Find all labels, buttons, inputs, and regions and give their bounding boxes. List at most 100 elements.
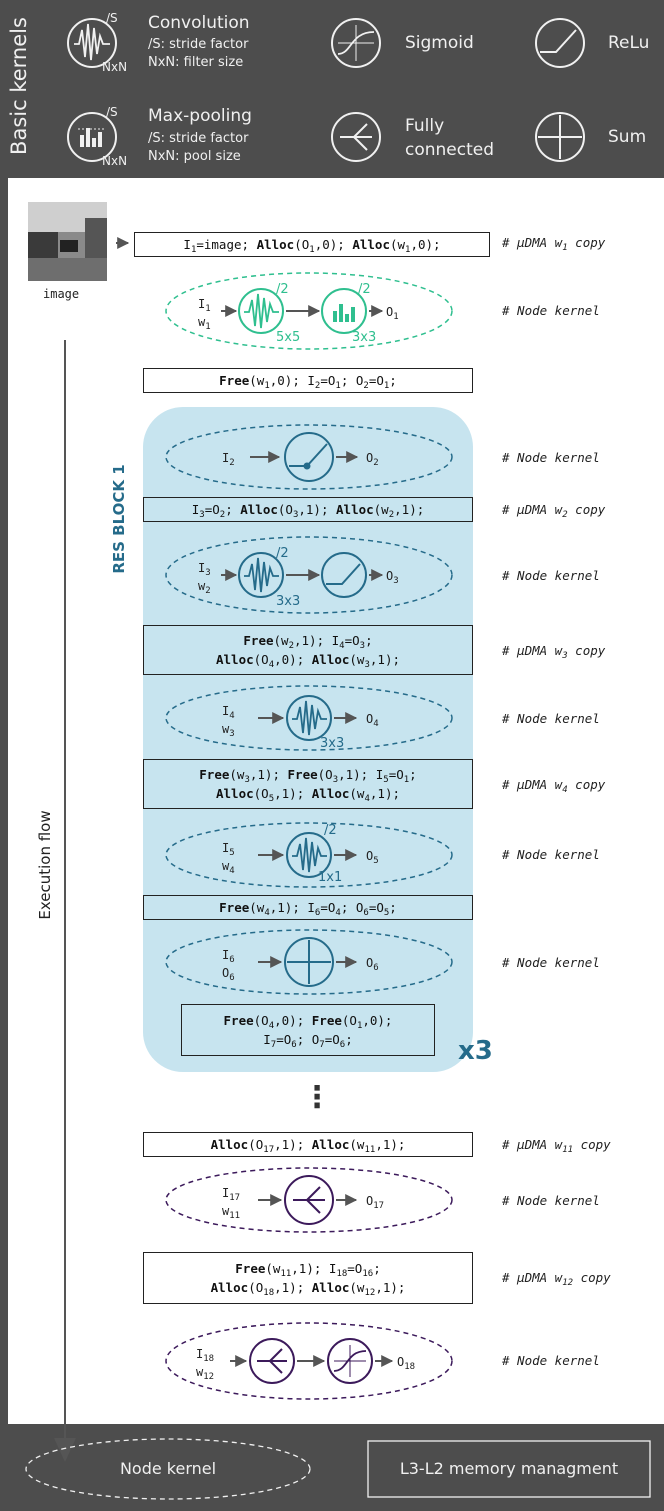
node5-conv-icon: [286, 832, 332, 878]
comment-node-1: # Node kernel: [502, 303, 600, 318]
node8-sigmoid-icon: [327, 1338, 373, 1384]
comment-node-4: # Node kernel: [502, 711, 600, 726]
mem-box-4: Free(w2,1); I4=O3; Alloc(O4,0); Alloc(w3,…: [143, 625, 473, 675]
fc-label-2: connected: [405, 140, 495, 160]
node-kernel-8-ellipse: [165, 1322, 453, 1400]
node-kernel-4-ellipse: [165, 685, 453, 751]
node6-output: O6: [366, 956, 379, 973]
ellipsis: ⋮: [302, 1080, 332, 1115]
legend-node-kernel-ellipse: [25, 1438, 311, 1500]
input-image: [28, 202, 107, 281]
k1-pool-size: 3x3: [352, 330, 377, 345]
comment-node-7: # Node kernel: [502, 1193, 600, 1208]
k3-conv-size: 3x3: [276, 594, 301, 609]
pool-name: Max-pooling: [148, 106, 252, 126]
comment-node-8: # Node kernel: [502, 1353, 600, 1368]
relu-label: ReLu: [608, 33, 650, 53]
mem-box-8: Alloc(O17,1); Alloc(w11,1);: [143, 1132, 473, 1157]
pool-line1: /S: stride factor: [148, 131, 249, 146]
sum-label: Sum: [608, 127, 647, 147]
node2-output: O2: [366, 451, 379, 468]
k5-conv-size: 1x1: [318, 870, 343, 885]
legend-sigmoid-icon: [331, 18, 381, 68]
node2-relu-icon: [284, 432, 334, 482]
node5-output: O5: [366, 849, 379, 866]
node8-fc-icon: [249, 1338, 295, 1384]
node8-output: O18: [397, 1355, 416, 1372]
k3-conv-stride: /2: [276, 546, 289, 561]
legend-title: Basic kernels: [7, 17, 31, 155]
k1-pool-stride: /2: [358, 282, 371, 297]
comment-copy-w11: # µDMA w11 copy: [502, 1137, 611, 1155]
footer-node-kernel-label: Node kernel: [119, 1459, 217, 1478]
conv-size-label: NxN: [102, 60, 128, 74]
conv-line1: /S: stride factor: [148, 37, 249, 52]
node-kernel-2-ellipse: [165, 424, 453, 490]
k4-conv-size: 3x3: [320, 736, 345, 751]
legend-panel: [0, 0, 664, 178]
legend-convolution-icon: [67, 18, 117, 68]
execution-flow-arrowhead: [54, 1438, 76, 1462]
comment-copy-w12: # µDMA w12 copy: [502, 1270, 611, 1288]
resblock-label: RES BLOCK 1: [110, 464, 128, 574]
legend-relu-icon: [535, 18, 585, 68]
node4-output: O4: [366, 712, 379, 729]
left-border: [0, 178, 8, 1424]
legend-title-wrap: Basic kernels: [2, 2, 36, 174]
mem-box-6: Free(w4,1); I6=O4; O6=O5;: [143, 895, 473, 920]
comment-node-6: # Node kernel: [502, 955, 600, 970]
sigmoid-label: Sigmoid: [405, 33, 474, 53]
comment-copy-w3: # µDMA w3 copy: [502, 643, 606, 661]
node1-output: O1: [386, 305, 399, 322]
node1-pool-icon: [321, 288, 367, 334]
legend-fc-icon: [331, 112, 381, 162]
node7-fc-icon: [284, 1175, 334, 1225]
k5-conv-stride: /2: [324, 823, 337, 838]
resblock-label-wrap: RES BLOCK 1: [104, 445, 134, 595]
node6-sum-icon: [284, 937, 334, 987]
node1-conv-icon: [238, 288, 284, 334]
exec-flow-wrap: Execution flow: [25, 780, 65, 950]
node4-inputs: I4 w3: [222, 704, 235, 739]
node7-output: O17: [366, 1194, 385, 1211]
node-kernel-6-ellipse: [165, 929, 453, 995]
repeat-label: x3: [458, 1036, 493, 1066]
pool-size-label: NxN: [102, 154, 128, 168]
legend-maxpool-icon: [67, 112, 117, 162]
node3-output: O3: [386, 569, 399, 586]
pool-line2: NxN: pool size: [148, 149, 241, 164]
node3-relu-icon: [321, 552, 367, 598]
node7-inputs: I17 w11: [222, 1186, 241, 1221]
legend-sum-icon: [535, 112, 585, 162]
footer-memory-label: L3-L2 memory managment: [399, 1459, 619, 1478]
node3-inputs: I3 w2: [198, 561, 211, 596]
mem-box-7: Free(O4,0); Free(O1,0); I7=O6; O7=O6;: [181, 1004, 435, 1056]
mem-box-1: I1=image; Alloc(O1,0); Alloc(w1,0);: [134, 232, 490, 257]
conv-stride-label: /S: [106, 11, 118, 25]
node1-inputs: I1 w1: [198, 297, 211, 332]
mem-box-3: I3=O2; Alloc(O3,1); Alloc(w2,1);: [143, 497, 473, 522]
conv-line2: NxN: filter size: [148, 55, 244, 70]
node5-inputs: I5 w4: [222, 841, 235, 876]
mem-box-2: Free(w1,0); I2=O1; O2=O1;: [143, 368, 473, 393]
pool-stride-label: /S: [106, 105, 118, 119]
comment-copy-w1: # µDMA w1 copy: [502, 235, 606, 253]
node8-inputs: I18 w12: [196, 1347, 215, 1382]
node-kernel-1-ellipse: [165, 272, 453, 350]
node4-conv-icon: [286, 695, 332, 741]
node-kernel-7-ellipse: [165, 1167, 453, 1233]
image-caption: image: [43, 287, 80, 301]
fc-label-1: Fully: [405, 116, 445, 136]
legend-memory-box: [367, 1440, 651, 1498]
comment-node-5: # Node kernel: [502, 847, 600, 862]
node6-inputs: I6 O6: [222, 948, 235, 983]
k1-conv-size: 5x5: [276, 330, 301, 345]
node-kernel-5-ellipse: [165, 822, 453, 888]
comment-node-3: # Node kernel: [502, 568, 600, 583]
comment-copy-w4: # µDMA w4 copy: [502, 777, 606, 795]
exec-flow-label: Execution flow: [36, 810, 54, 920]
comment-copy-w2: # µDMA w2 copy: [502, 502, 606, 520]
mem-box-9: Free(w11,1); I18=O16; Alloc(O18,1); Alloc…: [143, 1252, 473, 1304]
conv-name: Convolution: [148, 13, 250, 33]
